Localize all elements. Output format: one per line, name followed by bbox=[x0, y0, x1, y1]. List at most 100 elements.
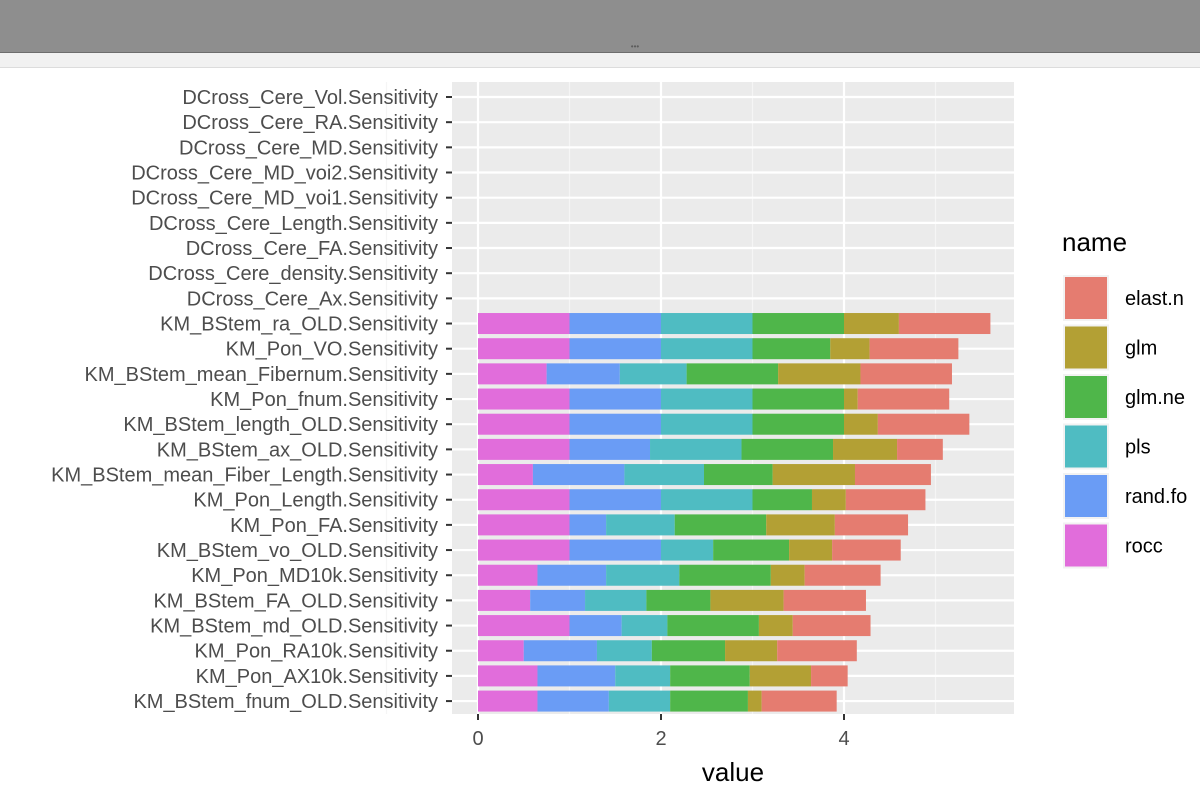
bar-segment-elast-n bbox=[869, 338, 959, 360]
bar-segment-elast-n bbox=[792, 615, 871, 637]
bar-segment-pls bbox=[585, 589, 647, 611]
bar-segment-rocc bbox=[478, 388, 570, 410]
bar-segment-pls bbox=[608, 690, 671, 712]
bar-segment-glm-ne bbox=[646, 589, 711, 611]
bar-segment-elast-n bbox=[877, 413, 970, 435]
bar-segment-rand-fo bbox=[537, 665, 616, 687]
bar-segment-rand-fo bbox=[569, 388, 661, 410]
bar-segment-elast-n bbox=[898, 313, 991, 335]
bar-segment-rocc bbox=[478, 338, 570, 360]
y-axis: DCross_Cere_Vol.Sensitivity DCross_Cere_R… bbox=[51, 87, 452, 713]
bar-segment-rand-fo bbox=[537, 564, 607, 586]
bar-segment-glm-ne bbox=[686, 363, 779, 385]
y-tick-label: KM_BStem_md_OLD.Sensitivity bbox=[150, 616, 438, 638]
y-tick-label: KM_BStem_ax_OLD.Sensitivity bbox=[157, 439, 438, 461]
bar-segment-pls bbox=[596, 640, 652, 662]
bar-segment-rand-fo bbox=[569, 338, 661, 360]
bar-segment-rocc bbox=[478, 413, 570, 435]
bar-segment-glm bbox=[772, 464, 855, 486]
bar-segment-glm bbox=[789, 539, 833, 561]
bar-segment-glm bbox=[830, 338, 870, 360]
bar-segment-elast-n bbox=[777, 640, 857, 662]
bar-segment-pls bbox=[661, 489, 753, 511]
bar-segment-rand-fo bbox=[530, 589, 586, 611]
bar-segment-glm-ne bbox=[752, 313, 844, 335]
bar-segment-glm bbox=[747, 690, 762, 712]
bar-segment-glm bbox=[844, 413, 878, 435]
bar-segment-rand-fo bbox=[546, 363, 620, 385]
y-tick-label: DCross_Cere_MD_voi2.Sensitivity bbox=[131, 163, 438, 185]
legend: name elast.n glm glm.ne pls rand.fo rocc bbox=[1062, 227, 1187, 569]
legend-label: rand.fo bbox=[1125, 486, 1187, 508]
y-tick-label: KM_Pon_Length.Sensitivity bbox=[193, 490, 438, 512]
x-axis-title: value bbox=[702, 757, 764, 787]
bar-segment-rand-fo bbox=[569, 539, 661, 561]
bar-segment-rocc bbox=[478, 514, 570, 536]
y-tick-label: DCross_Cere_density.Sensitivity bbox=[148, 263, 438, 285]
bar-segment-pls bbox=[624, 464, 705, 486]
bar-segment-rocc bbox=[478, 438, 570, 460]
bars bbox=[478, 313, 991, 712]
bar-segment-glm bbox=[778, 363, 861, 385]
bar-segment-glm bbox=[749, 665, 812, 687]
bar-segment-elast-n bbox=[860, 363, 952, 385]
bar-segment-elast-n bbox=[811, 665, 848, 687]
bar-segment-glm-ne bbox=[713, 539, 790, 561]
bar-segment-rand-fo bbox=[523, 640, 597, 662]
legend-label: rocc bbox=[1125, 536, 1163, 558]
y-tick-label: KM_BStem_length_OLD.Sensitivity bbox=[123, 414, 438, 436]
x-tick-label: 0 bbox=[472, 728, 483, 750]
y-tick-label: KM_BStem_ra_OLD.Sensitivity bbox=[160, 314, 438, 336]
bar-segment-glm-ne bbox=[670, 690, 748, 712]
y-tick-label: KM_Pon_fnum.Sensitivity bbox=[210, 389, 438, 411]
y-tick-label: DCross_Cere_MD.Sensitivity bbox=[179, 137, 438, 159]
y-tick-label: DCross_Cere_FA.Sensitivity bbox=[186, 238, 438, 260]
x-axis: 0 2 4 bbox=[472, 714, 850, 750]
bar-segment-rand-fo bbox=[569, 514, 607, 536]
bar-segment-elast-n bbox=[804, 564, 881, 586]
bar-segment-glm bbox=[725, 640, 778, 662]
bar-segment-pls bbox=[661, 338, 753, 360]
y-tick-label: KM_BStem_mean_Fibernum.Sensitivity bbox=[85, 364, 438, 386]
legend-label: pls bbox=[1125, 437, 1151, 459]
bar-segment-glm bbox=[844, 388, 858, 410]
bar-segment-rand-fo bbox=[569, 413, 661, 435]
legend-label: elast.n bbox=[1125, 288, 1184, 310]
bar-segment-glm-ne bbox=[674, 514, 767, 536]
bar-segment-elast-n bbox=[897, 438, 943, 460]
window-title-bar bbox=[0, 0, 1200, 53]
legend-label: glm.ne bbox=[1125, 387, 1185, 409]
bar-segment-glm-ne bbox=[704, 464, 773, 486]
bar-segment-rocc bbox=[478, 464, 533, 486]
bar-segment-pls bbox=[621, 615, 668, 637]
bar-segment-pls bbox=[619, 363, 687, 385]
bar-segment-rand-fo bbox=[532, 464, 625, 486]
y-tick-label: KM_Pon_AX10k.Sensitivity bbox=[196, 666, 438, 688]
y-tick-label: KM_Pon_RA10k.Sensitivity bbox=[195, 641, 438, 663]
x-tick-label: 4 bbox=[838, 728, 849, 750]
bar-segment-rand-fo bbox=[569, 438, 651, 460]
y-tick-label: KM_BStem_vo_OLD.Sensitivity bbox=[157, 540, 438, 562]
bar-segment-glm-ne bbox=[670, 665, 750, 687]
legend-swatch bbox=[1065, 326, 1107, 369]
y-tick-label: KM_BStem_fnum_OLD.Sensitivity bbox=[133, 691, 438, 713]
bar-segment-elast-n bbox=[857, 388, 950, 410]
window-grip-icon[interactable]: ••• bbox=[630, 42, 640, 51]
bar-segment-glm-ne bbox=[752, 489, 812, 511]
bar-segment-elast-n bbox=[845, 489, 926, 511]
bar-segment-glm-ne bbox=[667, 615, 759, 637]
y-tick-label: DCross_Cere_Vol.Sensitivity bbox=[182, 87, 438, 109]
bar-segment-pls bbox=[661, 313, 753, 335]
bar-segment-elast-n bbox=[761, 690, 837, 712]
bar-segment-glm-ne bbox=[741, 438, 834, 460]
legend-swatch bbox=[1065, 475, 1107, 517]
bar-segment-glm-ne bbox=[651, 640, 726, 662]
y-tick-label: DCross_Cere_Ax.Sensitivity bbox=[187, 288, 438, 310]
bar-segment-rand-fo bbox=[569, 313, 661, 335]
y-tick-label: DCross_Cere_Length.Sensitivity bbox=[149, 213, 438, 235]
bar-segment-rocc bbox=[478, 539, 570, 561]
bar-segment-glm bbox=[844, 313, 899, 335]
bar-segment-rand-fo bbox=[569, 489, 661, 511]
legend-swatch bbox=[1065, 425, 1107, 468]
